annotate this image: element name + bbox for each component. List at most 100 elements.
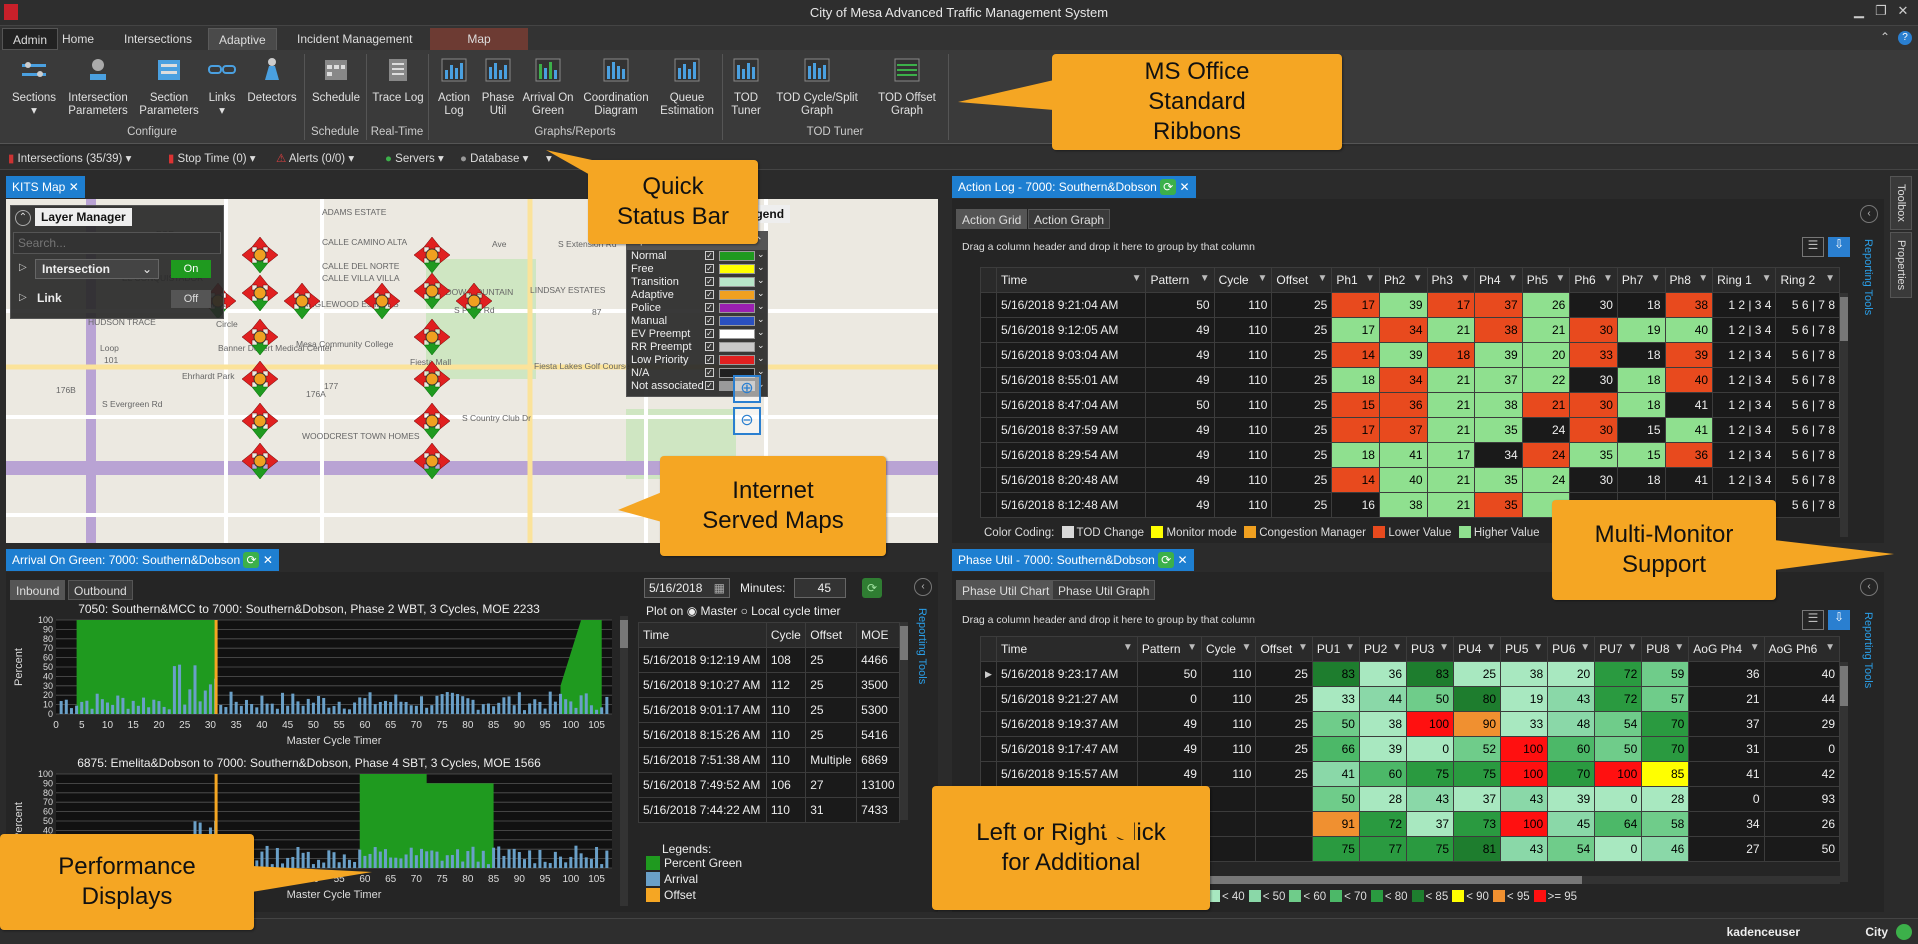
tod-tuner-button[interactable]: TOD Tuner <box>726 56 766 118</box>
column-header[interactable]: Cycle ▼ <box>1200 636 1257 662</box>
table-row[interactable]: 5/16/2018 9:19:37 AM 49 110 25 50 38 100 90 33 48… <box>980 711 1841 737</box>
vertical-scrollbar[interactable] <box>1840 293 1848 537</box>
table-scrollbar[interactable] <box>900 622 908 820</box>
signal-marker[interactable] <box>241 360 279 398</box>
filter-icon[interactable]: ▼ <box>1439 642 1450 653</box>
column-header[interactable]: Cycle ▼ <box>1213 267 1273 293</box>
signal-marker[interactable] <box>413 318 451 356</box>
tab-arrival-on-green[interactable]: Arrival On Green: 7000: Southern&Dobson … <box>6 549 279 571</box>
chart-scrollbar[interactable] <box>620 616 628 906</box>
layer-toggle-intersection[interactable]: On <box>171 260 211 278</box>
signal-marker[interactable] <box>241 442 279 480</box>
column-header[interactable]: Ring 2 ▼ <box>1775 267 1840 293</box>
filter-icon[interactable]: ▼ <box>1761 273 1772 284</box>
layer-select-intersection[interactable]: Intersection ⌄ <box>35 259 159 279</box>
filter-icon[interactable]: ▼ <box>1298 642 1308 653</box>
menu-incident-management[interactable]: Incident Management <box>297 32 413 46</box>
table-row[interactable]: 5/16/2018 9:03:04 AM 49 110 25 14 39 18 39 20 33 1… <box>980 342 1840 368</box>
legend-color-picker[interactable] <box>719 290 755 300</box>
table-row[interactable]: 5/16/2018 8:20:48 AM 49 110 25 14 40 21 35 24 30 1… <box>980 467 1840 493</box>
filter-icon[interactable]: ▼ <box>1486 642 1497 653</box>
legend-color-picker[interactable] <box>719 355 755 365</box>
column-header[interactable]: Ph3 ▼ <box>1426 267 1476 293</box>
restore-icon[interactable]: ❐ <box>1875 3 1887 18</box>
filter-icon[interactable]: ▼ <box>1674 642 1685 653</box>
filter-icon[interactable]: ▼ <box>1698 273 1709 284</box>
menu-home[interactable]: Home <box>62 32 95 46</box>
export-icon[interactable]: ⇩ <box>1828 610 1850 630</box>
signal-marker[interactable] <box>455 282 493 320</box>
table-row[interactable]: 5/16/2018 8:47:04 AM 50 110 25 15 36 21 38 21 30 1… <box>980 392 1840 418</box>
date-picker[interactable]: 5/16/2018 ▦ <box>644 578 730 598</box>
legend-checkbox[interactable]: ✓ <box>705 251 714 260</box>
column-header[interactable]: Time ▼ <box>996 636 1138 662</box>
filter-icon[interactable]: ▼ <box>1122 642 1133 653</box>
table-row[interactable]: 5/16/2018 8:29:54 AM 49 110 25 18 41 17 34 24 35 1… <box>980 442 1840 468</box>
tab-phase-util-chart[interactable]: Phase Util Chart <box>956 580 1056 600</box>
legend-color-picker[interactable] <box>719 342 755 352</box>
column-header[interactable]: Ph6 ▼ <box>1569 267 1618 293</box>
table-row[interactable]: ▶ 5/16/2018 9:23:17 AM 50 110 25 83 36 83 25 38 20… <box>980 661 1841 687</box>
column-header[interactable]: Ph8 ▼ <box>1664 267 1714 293</box>
signal-marker[interactable] <box>241 274 279 312</box>
row-indicator[interactable] <box>980 492 997 518</box>
legend-checkbox[interactable]: ✓ <box>705 329 714 338</box>
reporting-tools-tab[interactable]: Reporting Tools <box>1862 612 1874 689</box>
intersections-status[interactable]: ▮ Intersections (35/39) ▾ <box>8 153 132 165</box>
tab-action-log[interactable]: Action Log - 7000: Southern&Dobson ⟳ ✕ <box>952 176 1196 198</box>
column-header[interactable]: PU8 ▼ <box>1641 636 1690 662</box>
reporting-tools-tab[interactable]: Reporting Tools <box>916 608 928 685</box>
table-row[interactable]: 5/16/2018 9:10:27 AM 112 25 3500 <box>638 672 900 698</box>
column-header[interactable]: Ph4 ▼ <box>1474 267 1523 293</box>
row-indicator[interactable] <box>980 417 997 443</box>
database-status[interactable]: ● Database ▾ <box>460 153 529 165</box>
layer-toggle-link[interactable]: Off <box>171 290 211 308</box>
row-indicator[interactable] <box>980 711 997 737</box>
action-log-button[interactable]: Action Log <box>432 56 476 118</box>
signal-marker[interactable] <box>413 236 451 274</box>
column-header[interactable]: PU7 ▼ <box>1594 636 1643 662</box>
legend-checkbox[interactable]: ✓ <box>705 381 714 390</box>
row-indicator[interactable] <box>980 686 997 712</box>
filter-icon[interactable]: ▼ <box>1627 642 1638 653</box>
menu-admin[interactable]: Admin <box>2 28 59 50</box>
column-header[interactable]: PU6 ▼ <box>1547 636 1596 662</box>
links-button[interactable]: Links ▾ <box>204 56 240 118</box>
schedule-button[interactable]: Schedule <box>308 56 364 105</box>
tab-kits-map[interactable]: KITS Map ✕ <box>6 176 85 198</box>
filter-icon[interactable]: ▼ <box>1241 642 1252 653</box>
filter-icon[interactable]: ▼ <box>1345 642 1355 653</box>
filter-icon[interactable]: ▼ <box>1257 273 1268 284</box>
expand-icon[interactable]: ▷ <box>19 292 27 303</box>
legend-checkbox[interactable]: ✓ <box>705 290 714 299</box>
filter-icon[interactable]: ▼ <box>1460 273 1471 284</box>
column-header[interactable]: PU4 ▼ <box>1453 636 1502 662</box>
table-row[interactable]: 5/16/2018 9:21:27 AM 0 110 25 33 44 50 80 19 43 72… <box>980 686 1841 712</box>
signal-marker[interactable] <box>413 272 451 310</box>
chevron-down-icon[interactable]: ⌄ <box>757 327 765 337</box>
column-header[interactable]: Ph7 ▼ <box>1616 267 1666 293</box>
local-cycle-radio[interactable]: ○ <box>740 604 748 618</box>
coordination-diagram-button[interactable]: Coordination Diagram <box>580 56 652 118</box>
table-row[interactable]: 5/16/2018 7:49:52 AM 106 27 13100 <box>638 772 900 798</box>
signal-marker[interactable] <box>413 360 451 398</box>
column-header[interactable]: PU1 ▼ <box>1311 636 1360 662</box>
chevron-down-icon[interactable]: ⌄ <box>757 353 765 363</box>
signal-marker[interactable] <box>413 442 451 480</box>
chevron-down-icon[interactable]: ⌄ <box>757 275 765 285</box>
filter-icon[interactable]: ▼ <box>1365 273 1375 284</box>
signal-marker[interactable] <box>413 402 451 440</box>
tab-phase-util[interactable]: Phase Util - 7000: Southern&Dobson ⟳ ✕ <box>952 549 1194 571</box>
horizontal-scrollbar[interactable] <box>982 876 1840 884</box>
column-header[interactable]: Ph5 ▼ <box>1521 267 1571 293</box>
menu-intersections[interactable]: Intersections <box>124 32 193 46</box>
refresh-icon[interactable]: ⟳ <box>1158 552 1175 568</box>
refresh-icon[interactable]: ⟳ <box>1160 179 1177 195</box>
zoom-out-button[interactable]: ⊖ <box>733 407 761 435</box>
sections-button[interactable]: Sections ▾ <box>8 56 60 118</box>
table-row[interactable]: 5/16/2018 9:12:19 AM 108 25 4466 <box>638 647 900 673</box>
signal-marker[interactable] <box>283 282 321 320</box>
filter-icon[interactable]: ▼ <box>1555 273 1566 284</box>
signal-marker[interactable] <box>363 282 401 320</box>
table-row[interactable]: 5/16/2018 9:15:57 AM 49 110 25 41 60 75 75 100 70… <box>980 761 1841 787</box>
